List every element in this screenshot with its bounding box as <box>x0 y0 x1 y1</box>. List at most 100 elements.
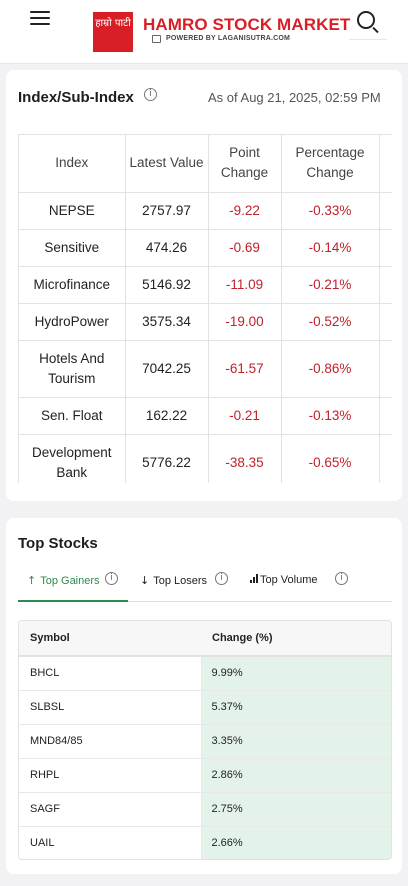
latest-value: 474.26 <box>125 229 209 267</box>
bar-chart-icon <box>250 574 260 583</box>
index-name: Hotels And Tourism <box>19 340 126 398</box>
search-divider <box>349 39 387 40</box>
index-card: Index/Sub-Index i As of Aug 21, 2025, 02… <box>6 70 402 501</box>
stock-change: 2.86% <box>200 758 391 793</box>
overflow-cell <box>379 303 392 341</box>
as-of-timestamp: As of Aug 21, 2025, 02:59 PM <box>208 90 381 105</box>
index-name: HydroPower <box>19 303 126 341</box>
table-row[interactable]: Sensitive 474.26 -0.69 -0.14% <box>19 229 392 267</box>
laganisutra-icon <box>152 35 161 43</box>
stock-change: 9.99% <box>200 656 391 691</box>
point-change: -38.35 <box>208 434 282 483</box>
stock-change: 2.75% <box>200 792 391 827</box>
menu-icon[interactable] <box>30 11 50 25</box>
table-row[interactable]: UAIL 2.66% <box>19 826 391 859</box>
stock-symbol[interactable]: RHPL <box>19 758 201 793</box>
tab-top-losers[interactable]: ↓ Top Losers i <box>140 568 240 602</box>
info-icon[interactable]: i <box>335 572 348 585</box>
search-icon[interactable] <box>357 11 375 29</box>
stock-change: 2.66% <box>200 826 391 859</box>
col-header-index[interactable]: Index <box>19 135 126 193</box>
index-table-header: Index Latest Value Point Change Percenta… <box>19 135 392 193</box>
arrow-up-icon: ↑ <box>27 574 37 587</box>
latest-value: 3575.34 <box>125 303 209 341</box>
brand-logo[interactable]: हाम्रो पाटी <box>93 12 133 52</box>
point-change: -0.69 <box>208 229 282 267</box>
index-name: Microfinance <box>19 266 126 304</box>
percentage-change: -0.52% <box>281 303 380 341</box>
table-row[interactable]: RHPL 2.86% <box>19 758 391 793</box>
percentage-change: -0.65% <box>281 434 380 483</box>
col-header-change[interactable]: Change (%) <box>201 621 391 657</box>
tab-top-gainers[interactable]: ↑ Top Gainers i <box>18 568 128 602</box>
stock-symbol[interactable]: UAIL <box>30 837 55 850</box>
arrow-down-icon: ↓ <box>140 574 150 587</box>
table-row[interactable]: SLBSL 5.37% <box>19 690 391 725</box>
app-header: हाम्रो पाटी HAMRO STOCK MARKET POWERED B… <box>0 0 408 64</box>
info-icon[interactable]: i <box>144 88 157 101</box>
latest-value: 5146.92 <box>125 266 209 304</box>
col-header-percentage-change[interactable]: Percentage Change <box>281 135 380 193</box>
index-name: Development Bank <box>19 434 126 483</box>
top-stocks-table: Symbol Change (%) BHCL 9.99% SLBSL 5.37%… <box>19 621 391 859</box>
point-change: -11.09 <box>208 266 282 304</box>
overflow-cell <box>379 266 392 304</box>
index-card-title: Index/Sub-Index <box>18 89 134 106</box>
tab-label: Top Losers <box>153 575 208 587</box>
latest-value: 162.22 <box>125 397 209 435</box>
point-change: -0.21 <box>208 397 282 435</box>
point-change: -9.22 <box>208 192 282 230</box>
table-row[interactable]: Microfinance 5146.92 -11.09 -0.21% <box>19 266 392 304</box>
latest-value: 7042.25 <box>125 340 209 398</box>
overflow-cell <box>379 192 392 230</box>
top-stocks-tabs: ↑ Top Gainers i ↓ Top Losers i Top Volume … <box>18 568 392 602</box>
table-row[interactable]: NEPSE 2757.97 -9.22 -0.33% <box>19 192 392 230</box>
stock-symbol[interactable]: BHCL <box>19 656 201 691</box>
percentage-change: -0.13% <box>281 397 380 435</box>
percentage-change: -0.33% <box>281 192 380 230</box>
stock-change: 3.35% <box>200 724 391 759</box>
top-stocks-header: Symbol Change (%) <box>19 621 391 657</box>
point-change: -19.00 <box>208 303 282 341</box>
overflow-cell <box>379 397 392 435</box>
info-icon[interactable]: i <box>215 572 228 585</box>
brand-title[interactable]: HAMRO STOCK MARKET <box>143 15 351 34</box>
table-row[interactable]: BHCL 9.99% <box>19 656 391 691</box>
stock-symbol[interactable]: SLBSL <box>19 690 201 725</box>
percentage-change: -0.86% <box>281 340 380 398</box>
info-icon[interactable]: i <box>105 572 118 585</box>
index-name: NEPSE <box>19 192 126 230</box>
table-row[interactable]: HydroPower 3575.34 -19.00 -0.52% <box>19 303 392 341</box>
stock-symbol[interactable]: MND84/85 <box>19 724 201 759</box>
latest-value: 5776.22 <box>125 434 209 483</box>
overflow-cell <box>379 340 392 398</box>
stock-change: 5.37% <box>200 690 391 725</box>
powered-by-label: POWERED BY LAGANISUTRA.COM <box>166 35 291 42</box>
table-row[interactable]: Development Bank 5776.22 -38.35 -0.65% <box>19 434 392 483</box>
point-change: -61.57 <box>208 340 282 398</box>
percentage-change: -0.21% <box>281 266 380 304</box>
stock-symbol[interactable]: SAGF <box>19 792 201 827</box>
top-stocks-card: Top Stocks ↑ Top Gainers i ↓ Top Losers i … <box>6 518 402 874</box>
index-table-scroll[interactable]: Index Latest Value Point Change Percenta… <box>18 134 392 483</box>
percentage-change: -0.14% <box>281 229 380 267</box>
col-header-symbol[interactable]: Symbol <box>19 621 201 657</box>
index-name: Sen. Float <box>19 397 126 435</box>
top-stocks-title: Top Stocks <box>18 535 98 552</box>
index-name: Sensitive <box>19 229 126 267</box>
table-row[interactable]: Hotels And Tourism 7042.25 -61.57 -0.86% <box>19 340 392 398</box>
top-stocks-table-wrap: Symbol Change (%) BHCL 9.99% SLBSL 5.37%… <box>18 620 392 860</box>
col-header-point-change[interactable]: Point Change <box>208 135 282 193</box>
overflow-cell <box>379 434 392 483</box>
col-header-latest-value[interactable]: Latest Value <box>125 135 209 193</box>
table-row[interactable]: MND84/85 3.35% <box>19 724 391 759</box>
col-header-overflow <box>379 135 392 193</box>
index-table: Index Latest Value Point Change Percenta… <box>19 135 392 483</box>
table-row[interactable]: Sen. Float 162.22 -0.21 -0.13% <box>19 397 392 435</box>
latest-value: 2757.97 <box>125 192 209 230</box>
tab-label: Top Volume <box>260 574 318 586</box>
tab-label: Top Gainers <box>40 575 100 587</box>
table-row[interactable]: SAGF 2.75% <box>19 792 391 827</box>
overflow-cell <box>379 229 392 267</box>
tab-top-volume[interactable]: Top Volume i <box>250 568 360 602</box>
